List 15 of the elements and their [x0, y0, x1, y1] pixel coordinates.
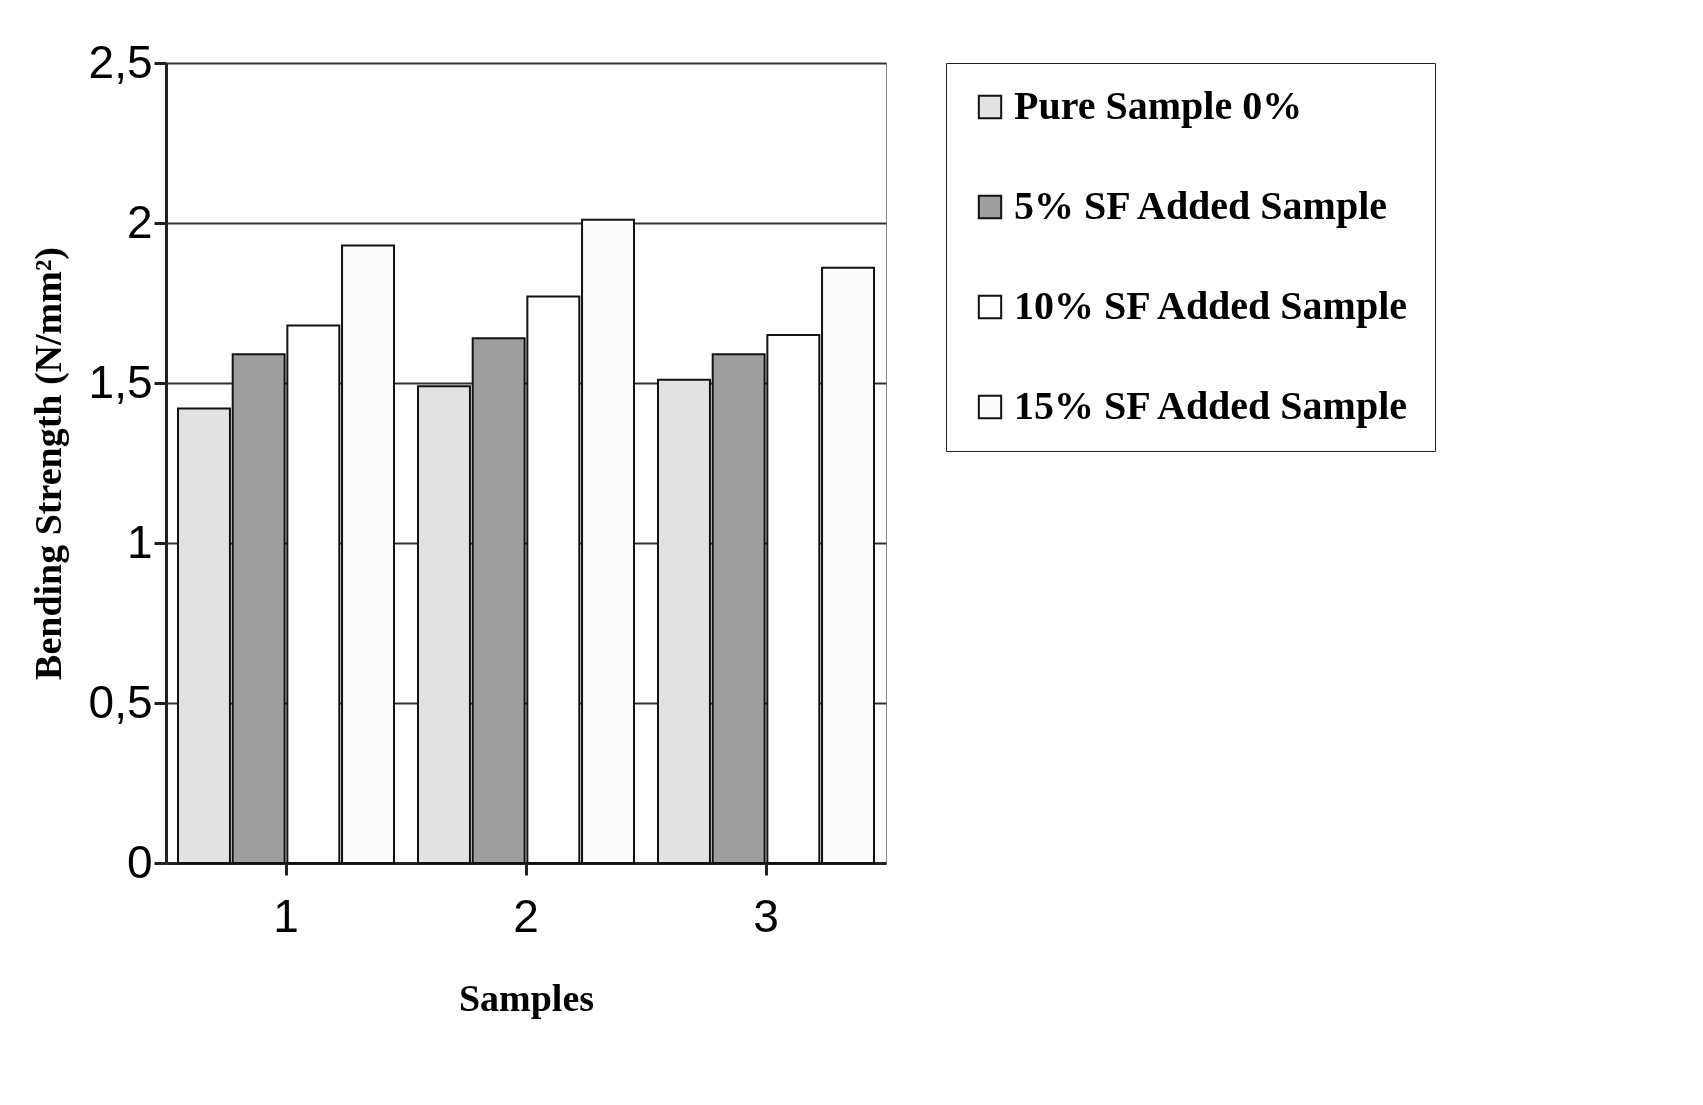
y-tick-label: 2,5	[88, 35, 153, 88]
x-tick-label: 2	[513, 889, 539, 942]
y-tick-label: 1	[126, 515, 153, 568]
x-axis-title: Samples	[458, 976, 595, 1019]
legend-label: 5% SF Added Sample	[1014, 183, 1388, 228]
legend-label: Pure Sample 0%	[1014, 83, 1303, 128]
y-tick-label: 0,5	[88, 675, 153, 728]
legend-label: 10% SF Added Sample	[1014, 283, 1408, 328]
y-tick-label: 2	[126, 195, 153, 248]
y-tick-label: 0	[126, 835, 153, 888]
x-tick-label: 1	[273, 889, 299, 942]
y-axis-title: Bending Strength (N/mm²)	[26, 247, 70, 680]
x-tick-label: 3	[753, 889, 779, 942]
y-tick-label: 1,5	[88, 355, 153, 408]
legend-label: 15% SF Added Sample	[1014, 383, 1408, 428]
